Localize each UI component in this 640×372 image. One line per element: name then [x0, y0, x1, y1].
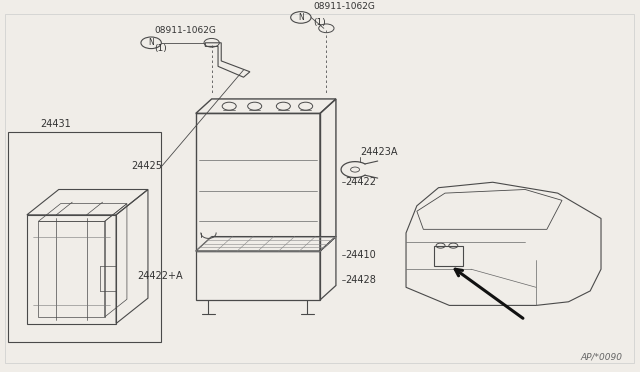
Text: (1): (1) [314, 18, 326, 27]
Text: (1): (1) [154, 44, 167, 52]
Text: 24422+A: 24422+A [138, 270, 183, 280]
Text: 08911-1062G: 08911-1062G [314, 2, 376, 11]
Text: 08911-1062G: 08911-1062G [154, 26, 216, 35]
Text: AP/*0090: AP/*0090 [580, 353, 623, 362]
Text: 24423A: 24423A [360, 147, 397, 157]
Text: N: N [148, 38, 154, 47]
Text: 24431: 24431 [40, 119, 71, 129]
Bar [8, 132, 161, 341]
Text: 24428: 24428 [346, 275, 376, 285]
Text: N: N [298, 13, 304, 22]
Text: 24425: 24425 [131, 161, 162, 171]
Text: 24410: 24410 [346, 250, 376, 260]
Text: 24422: 24422 [346, 177, 376, 187]
